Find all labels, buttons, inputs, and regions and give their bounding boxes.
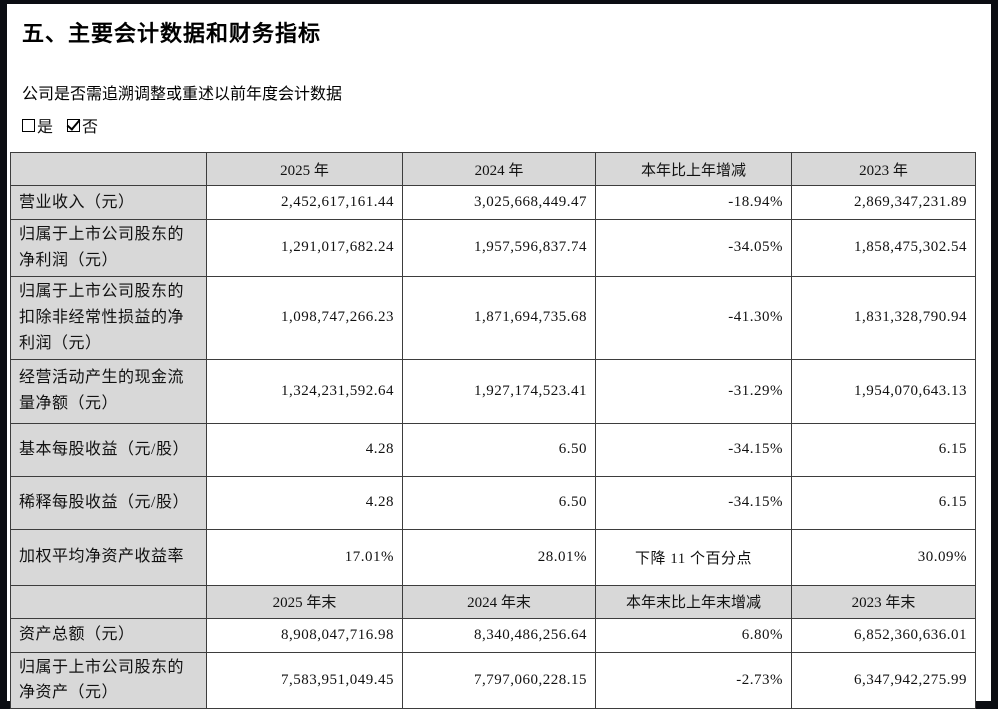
row-label-cell: 加权平均净资产收益率 bbox=[11, 529, 207, 585]
table-row-weighted-avg-roe: 加权平均净资产收益率 17.01% 28.01% 下降 11 个百分点 30.0… bbox=[11, 529, 976, 585]
value-cell-change: 6.80% bbox=[596, 618, 792, 652]
header-cell-2025-end: 2025 年末 bbox=[207, 585, 403, 618]
value-cell-2025: 17.01% bbox=[207, 529, 403, 585]
table-row-net-profit: 归属于上市公司股东的净利润（元） 1,291,017,682.24 1,957,… bbox=[11, 220, 976, 277]
value-cell-2023: 1,831,328,790.94 bbox=[792, 276, 976, 359]
value-cell-change: -34.05% bbox=[596, 220, 792, 277]
header-cell-empty bbox=[11, 153, 207, 186]
header-cell-year-end-change: 本年末比上年末增减 bbox=[596, 585, 792, 618]
table-header-row-year-end: 2025 年末 2024 年末 本年末比上年末增减 2023 年末 bbox=[11, 585, 976, 618]
checkbox-no-label: 否 bbox=[82, 113, 98, 137]
value-cell-2025: 4.28 bbox=[207, 476, 403, 529]
header-cell-2023-end: 2023 年末 bbox=[792, 585, 976, 618]
value-cell-2024: 1,871,694,735.68 bbox=[403, 276, 596, 359]
row-label-cell: 归属于上市公司股东的扣除非经常性损益的净利润（元） bbox=[11, 276, 207, 359]
value-cell-2025: 1,324,231,592.64 bbox=[207, 359, 403, 423]
value-cell-2024: 6.50 bbox=[403, 423, 596, 476]
value-cell-2024: 1,927,174,523.41 bbox=[403, 359, 596, 423]
table-row-net-assets: 归属于上市公司股东的净资产（元） 7,583,951,049.45 7,797,… bbox=[11, 652, 976, 709]
value-cell-2024: 28.01% bbox=[403, 529, 596, 585]
value-cell-2023: 1,858,475,302.54 bbox=[792, 220, 976, 277]
value-cell-2025: 8,908,047,716.98 bbox=[207, 618, 403, 652]
table-row-total-assets: 资产总额（元） 8,908,047,716.98 8,340,486,256.6… bbox=[11, 618, 976, 652]
check-mark-icon bbox=[67, 116, 81, 130]
row-label-cell: 稀释每股收益（元/股） bbox=[11, 476, 207, 529]
value-cell-2025: 1,291,017,682.24 bbox=[207, 220, 403, 277]
row-label-cell: 营业收入（元） bbox=[11, 186, 207, 220]
value-cell-change: -31.29% bbox=[596, 359, 792, 423]
value-cell-change: 下降 11 个百分点 bbox=[596, 529, 792, 585]
document-page: 五、主要会计数据和财务指标 公司是否需追溯调整或重述以前年度会计数据 是 否 2… bbox=[7, 4, 991, 701]
financial-indicators-table: 2025 年 2024 年 本年比上年增减 2023 年 营业收入（元） 2,4… bbox=[10, 152, 976, 709]
header-cell-yoy-change: 本年比上年增减 bbox=[596, 153, 792, 186]
value-cell-2023: 6.15 bbox=[792, 423, 976, 476]
value-cell-change: -34.15% bbox=[596, 476, 792, 529]
value-cell-2023: 30.09% bbox=[792, 529, 976, 585]
table-row-revenue: 营业收入（元） 2,452,617,161.44 3,025,668,449.4… bbox=[11, 186, 976, 220]
row-label-cell: 经营活动产生的现金流量净额（元） bbox=[11, 359, 207, 423]
checkbox-unchecked-icon[interactable] bbox=[22, 119, 35, 132]
value-cell-2023: 1,954,070,643.13 bbox=[792, 359, 976, 423]
value-cell-2024: 3,025,668,449.47 bbox=[403, 186, 596, 220]
checkbox-no[interactable]: 否 bbox=[67, 113, 98, 137]
value-cell-2025: 2,452,617,161.44 bbox=[207, 186, 403, 220]
row-label-cell: 基本每股收益（元/股） bbox=[11, 423, 207, 476]
checkbox-row: 是 否 bbox=[22, 113, 991, 137]
value-cell-2024: 6.50 bbox=[403, 476, 596, 529]
value-cell-change: -18.94% bbox=[596, 186, 792, 220]
checkbox-yes-label: 是 bbox=[37, 113, 53, 137]
table-row-diluted-eps: 稀释每股收益（元/股） 4.28 6.50 -34.15% 6.15 bbox=[11, 476, 976, 529]
row-label-cell: 归属于上市公司股东的净资产（元） bbox=[11, 652, 207, 709]
value-cell-2023: 6,852,360,636.01 bbox=[792, 618, 976, 652]
value-cell-2023: 2,869,347,231.89 bbox=[792, 186, 976, 220]
value-cell-change: -2.73% bbox=[596, 652, 792, 709]
table-row-basic-eps: 基本每股收益（元/股） 4.28 6.50 -34.15% 6.15 bbox=[11, 423, 976, 476]
table-header-row-annual: 2025 年 2024 年 本年比上年增减 2023 年 bbox=[11, 153, 976, 186]
checkbox-checked-icon[interactable] bbox=[67, 119, 80, 132]
row-label-cell: 资产总额（元） bbox=[11, 618, 207, 652]
value-cell-2023: 6.15 bbox=[792, 476, 976, 529]
header-cell-2025: 2025 年 bbox=[207, 153, 403, 186]
header-cell-2024: 2024 年 bbox=[403, 153, 596, 186]
checkbox-yes[interactable]: 是 bbox=[22, 113, 53, 137]
table-row-net-profit-excl-nonrecurring: 归属于上市公司股东的扣除非经常性损益的净利润（元） 1,098,747,266.… bbox=[11, 276, 976, 359]
value-cell-2025: 7,583,951,049.45 bbox=[207, 652, 403, 709]
value-cell-2025: 4.28 bbox=[207, 423, 403, 476]
table-row-operating-cash-flow: 经营活动产生的现金流量净额（元） 1,324,231,592.64 1,927,… bbox=[11, 359, 976, 423]
value-cell-2023: 6,347,942,275.99 bbox=[792, 652, 976, 709]
retrospective-adjustment-question: 公司是否需追溯调整或重述以前年度会计数据 bbox=[22, 80, 991, 104]
value-cell-2024: 8,340,486,256.64 bbox=[403, 618, 596, 652]
value-cell-change: -41.30% bbox=[596, 276, 792, 359]
header-cell-2023: 2023 年 bbox=[792, 153, 976, 186]
header-cell-empty bbox=[11, 585, 207, 618]
header-cell-2024-end: 2024 年末 bbox=[403, 585, 596, 618]
value-cell-2024: 7,797,060,228.15 bbox=[403, 652, 596, 709]
value-cell-change: -34.15% bbox=[596, 423, 792, 476]
value-cell-2024: 1,957,596,837.74 bbox=[403, 220, 596, 277]
page-title: 五、主要会计数据和财务指标 bbox=[22, 16, 991, 48]
value-cell-2025: 1,098,747,266.23 bbox=[207, 276, 403, 359]
row-label-cell: 归属于上市公司股东的净利润（元） bbox=[11, 220, 207, 277]
